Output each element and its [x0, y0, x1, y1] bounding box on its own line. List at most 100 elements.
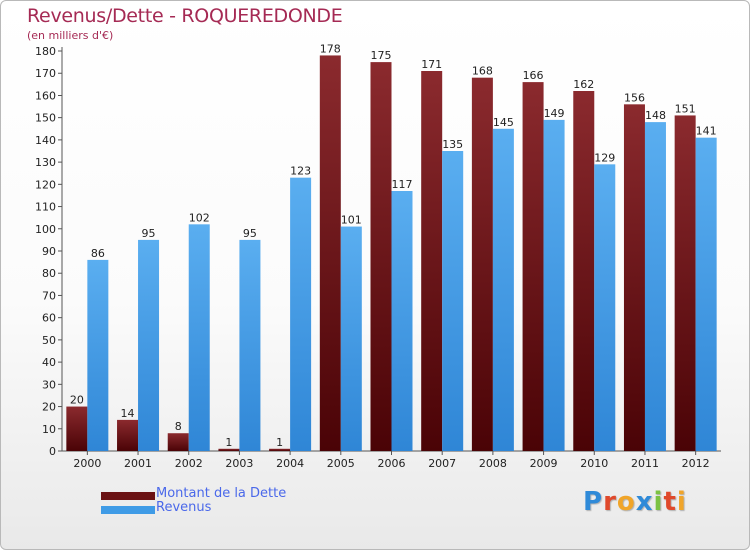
- data-label-revenus: 101: [341, 214, 362, 227]
- data-label-debt: 20: [70, 394, 84, 407]
- data-label-debt: 1: [225, 436, 232, 449]
- bar-revenus: [695, 137, 717, 451]
- y-tick-label: 10: [42, 423, 56, 436]
- data-label-revenus: 86: [91, 247, 105, 260]
- data-label-debt: 1: [276, 436, 283, 449]
- y-tick-label: 160: [35, 89, 56, 102]
- data-label-revenus: 141: [696, 125, 717, 138]
- data-label-debt: 14: [121, 407, 135, 420]
- x-tick-label: 2007: [428, 457, 456, 470]
- proxiti-logo: Proxiti: [583, 487, 687, 517]
- x-tick-label: 2006: [378, 457, 406, 470]
- y-tick-label: 90: [42, 245, 56, 258]
- bar-revenus: [87, 259, 109, 451]
- x-tick-label: 2002: [175, 457, 203, 470]
- bar-debt: [370, 62, 392, 451]
- data-label-revenus: 145: [493, 116, 514, 129]
- data-label-debt: 156: [624, 91, 645, 104]
- data-label-debt: 166: [523, 69, 544, 82]
- y-tick-label: 170: [35, 67, 56, 80]
- bar-revenus: [543, 119, 565, 451]
- bar-revenus: [340, 226, 362, 451]
- bar-debt: [471, 77, 493, 452]
- y-tick-label: 110: [35, 201, 56, 214]
- data-label-revenus: 129: [594, 151, 615, 164]
- y-tick-label: 40: [42, 356, 56, 369]
- y-tick-label: 140: [35, 134, 56, 147]
- legend-label-debt: Montant de la Dette: [156, 486, 287, 501]
- x-tick-label: 2012: [682, 457, 710, 470]
- logo-letter: i: [653, 487, 664, 517]
- data-label-debt: 8: [175, 420, 182, 433]
- bar-revenus: [188, 224, 210, 451]
- data-label-revenus: 102: [189, 211, 210, 224]
- bar-revenus: [138, 239, 160, 451]
- y-tick-label: 150: [35, 112, 56, 125]
- logo-letter: t: [663, 487, 677, 517]
- chart-subtitle: (en milliers d'€): [27, 29, 114, 42]
- legend-swatch-revenus: [101, 506, 155, 514]
- x-tick-label: 2004: [276, 457, 304, 470]
- data-label-revenus: 135: [442, 138, 463, 151]
- bar-debt: [218, 448, 240, 451]
- bar-debt: [117, 419, 139, 451]
- data-label-debt: 162: [573, 78, 594, 91]
- bar-chart: 0102030405060708090100110120130140150160…: [35, 42, 721, 470]
- bar-revenus: [594, 164, 616, 452]
- bar-revenus: [442, 151, 464, 451]
- bar-revenus: [391, 191, 413, 451]
- chart-title: Revenus/Dette - ROQUEREDONDE: [27, 5, 343, 27]
- x-tick-label: 2001: [124, 457, 152, 470]
- data-label-debt: 178: [320, 42, 341, 55]
- y-tick-label: 100: [35, 223, 56, 236]
- bar-debt: [421, 71, 443, 451]
- x-tick-label: 2005: [327, 457, 355, 470]
- x-tick-label: 2010: [580, 457, 608, 470]
- y-tick-label: 180: [35, 45, 56, 58]
- y-tick-label: 50: [42, 334, 56, 347]
- legend-swatch-debt: [101, 492, 155, 500]
- x-tick-label: 2011: [631, 457, 659, 470]
- y-tick-label: 130: [35, 156, 56, 169]
- y-tick-label: 30: [42, 378, 56, 391]
- x-tick-label: 2009: [530, 457, 558, 470]
- data-label-revenus: 149: [544, 107, 565, 120]
- bar-debt: [269, 448, 291, 451]
- bar-debt: [319, 55, 341, 451]
- bar-debt: [167, 433, 189, 451]
- bar-debt: [573, 91, 595, 451]
- data-label-revenus: 117: [392, 178, 413, 191]
- data-label-revenus: 95: [243, 227, 257, 240]
- data-label-debt: 171: [421, 58, 442, 71]
- data-label-revenus: 95: [142, 227, 156, 240]
- logo-letter: o: [616, 487, 636, 517]
- y-tick-label: 80: [42, 267, 56, 280]
- data-label-debt: 175: [371, 49, 392, 62]
- logo-letter: P: [583, 487, 604, 517]
- x-tick-label: 2003: [225, 457, 253, 470]
- y-tick-label: 0: [49, 445, 56, 458]
- data-label-debt: 168: [472, 65, 493, 78]
- legend-label-revenus: Revenus: [156, 500, 212, 515]
- bar-revenus: [644, 122, 666, 451]
- y-tick-label: 60: [42, 312, 56, 325]
- x-tick-label: 2008: [479, 457, 507, 470]
- bar-debt: [623, 104, 645, 451]
- logo-letter: i: [676, 487, 687, 517]
- bar-debt: [66, 406, 88, 451]
- y-tick-label: 120: [35, 178, 56, 191]
- data-label-revenus: 123: [290, 165, 311, 178]
- bar-debt: [674, 115, 696, 451]
- bar-debt: [522, 82, 544, 451]
- logo-letter: x: [635, 487, 654, 517]
- data-label-debt: 151: [675, 102, 696, 115]
- data-label-revenus: 148: [645, 109, 666, 122]
- y-tick-label: 70: [42, 289, 56, 302]
- bar-revenus: [239, 239, 261, 451]
- y-tick-label: 20: [42, 401, 56, 414]
- bar-revenus: [290, 177, 312, 451]
- x-tick-label: 2000: [73, 457, 101, 470]
- bar-revenus: [492, 128, 514, 451]
- logo-letter: r: [603, 487, 617, 517]
